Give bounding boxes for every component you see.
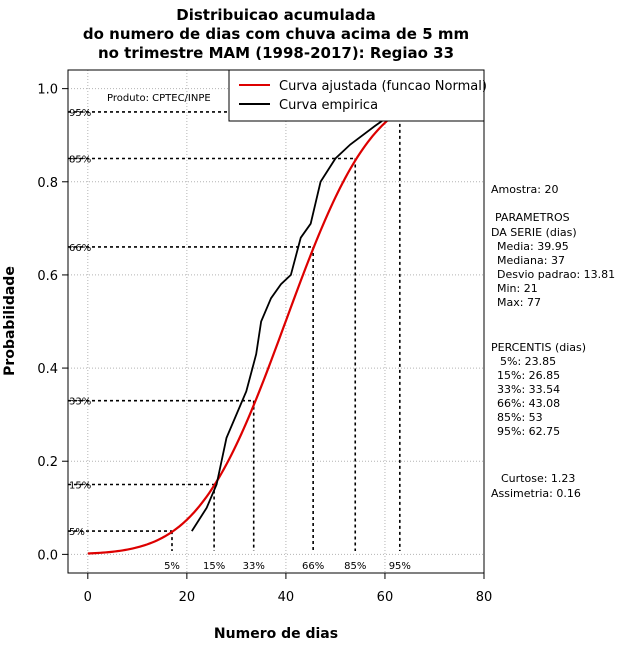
legend-label-empirical: Curva empirica: [279, 98, 378, 113]
stat-p15: 15%: 26.85: [497, 369, 560, 382]
y-tick-label: 0.8: [37, 176, 58, 191]
percentile-y-label: 66%: [69, 243, 91, 254]
stat-params-header-1: PARAMETROS: [495, 211, 570, 224]
stat-skewness: Assimetria: 0.16: [491, 487, 581, 500]
chart-title-line-1: Distribuicao acumulada: [176, 6, 375, 24]
plot-frame: [67, 69, 485, 574]
y-tick-label: 0.4: [37, 362, 58, 377]
stat-p85: 85%: 53: [497, 411, 543, 424]
stat-p33: 33%: 33.54: [497, 383, 560, 396]
stat-percentiles-header: PERCENTIS (dias): [491, 341, 586, 354]
x-tick-label: 60: [377, 590, 394, 605]
percentile-y-label: 95%: [69, 108, 91, 119]
y-tick-label: 0.6: [37, 269, 58, 284]
percentile-y-label: 15%: [69, 481, 91, 492]
legend-label-fitted: Curva ajustada (funcao Normal): [279, 79, 487, 94]
stat-max: Max: 77: [497, 296, 541, 309]
stat-sample-size: Amostra: 20: [491, 183, 558, 196]
y-tick-label: 0.2: [37, 455, 58, 470]
chart-title-line-2: do numero de dias com chuva acima de 5 m…: [83, 25, 469, 43]
stat-p66: 66%: 43.08: [497, 397, 560, 410]
stat-params-header-2: DA SERIE (dias): [491, 226, 577, 239]
y-tick-label: 1.0: [37, 83, 58, 98]
statistics-panel: Amostra: 20 PARAMETROS DA SERIE (dias) M…: [491, 183, 615, 500]
x-axis-title: Numero de dias: [214, 626, 338, 642]
x-tick-label: 40: [278, 590, 295, 605]
stat-p95: 95%: 62.75: [497, 425, 560, 438]
y-axis-title: Probabilidade: [2, 266, 18, 376]
percentile-x-label: 5%: [164, 561, 180, 572]
fitted-normal-curve: [87, 89, 470, 555]
legend-box: [228, 69, 485, 122]
percentile-x-label: 66%: [302, 561, 324, 572]
percentile-x-label: 95%: [389, 561, 411, 572]
stat-kurtosis: Curtose: 1.23: [501, 472, 575, 485]
grid-lines: [68, 70, 485, 573]
x-tick-label: 20: [179, 590, 196, 605]
stat-min: Min: 21: [497, 282, 538, 295]
percentile-x-label: 85%: [344, 561, 366, 572]
percentile-markers: 5% 5% 15% 15% 33% 33% 66% 66% 85% 85% 95% 95%: [68, 108, 411, 572]
stat-std-dev: Desvio padrao: 13.81: [497, 268, 615, 281]
percentile-y-label: 85%: [69, 154, 91, 165]
stat-p5: 5%: 23.85: [500, 355, 556, 368]
x-tick-label: 0: [84, 590, 92, 605]
percentile-x-label: 33%: [243, 561, 265, 572]
x-tick-label: 80: [476, 590, 493, 605]
credit-label: Produto: CPTEC/INPE: [107, 93, 211, 104]
chart-title-line-3: no trimestre MAM (1998-2017): Regiao 33: [98, 44, 454, 62]
empirical-curve: [191, 87, 470, 532]
axes: 0 20 40 60 80 0.0 0.2 0.4 0.6 0.8 1.0: [37, 83, 492, 605]
stat-median: Mediana: 37: [497, 254, 565, 267]
percentile-y-label: 5%: [69, 527, 85, 538]
stat-mean: Media: 39.95: [497, 240, 569, 253]
percentile-y-label: 33%: [69, 397, 91, 408]
y-tick-label: 0.0: [37, 548, 58, 563]
legend: Curva ajustada (funcao Normal) Curva emp…: [228, 69, 487, 122]
percentile-x-label: 15%: [203, 561, 225, 572]
